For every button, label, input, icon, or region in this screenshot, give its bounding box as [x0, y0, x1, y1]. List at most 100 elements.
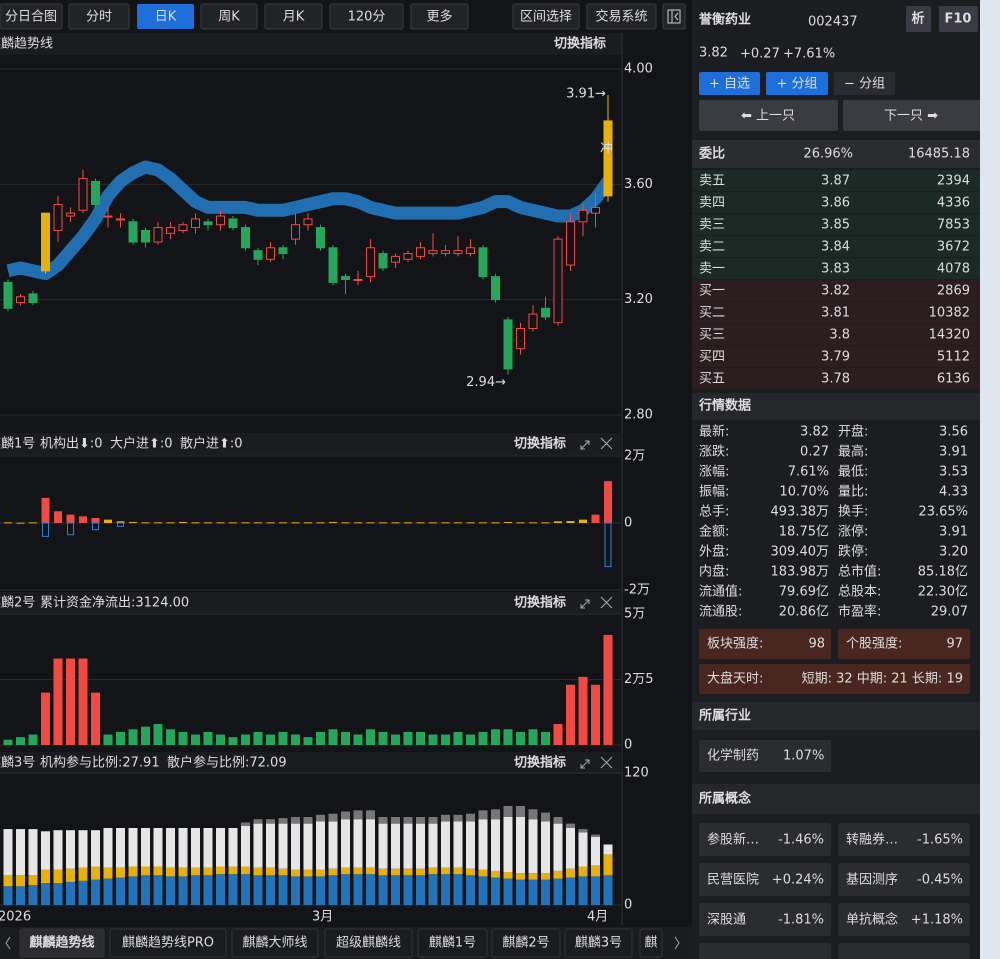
prev-button[interactable] — [699, 100, 838, 131]
y-tick-label: 120 — [624, 766, 649, 781]
bottom-tab[interactable] — [19, 928, 105, 958]
concept-value[interactable]: -1.65% — [917, 833, 963, 848]
stack-segment — [66, 881, 75, 905]
toolbar-tab-label[interactable]: 日K — [155, 10, 177, 25]
bottom-tab-label[interactable]: 麒麟大师线 — [242, 935, 307, 951]
stack-segment — [566, 828, 575, 869]
f10-button[interactable] — [939, 6, 978, 32]
action-button[interactable] — [766, 72, 828, 95]
bottom-tab-label[interactable]: 麒麟3号 — [575, 935, 622, 951]
candle-body — [278, 247, 288, 255]
bottom-tab-label[interactable]: 麒麟2号 — [502, 935, 549, 951]
switch-indicator[interactable]: 切换指标 — [514, 595, 566, 611]
concept-name[interactable]: 深股通 — [707, 913, 746, 928]
action-label[interactable]: + 分组 — [776, 77, 817, 92]
toolbar-tab-label[interactable]: 周K — [218, 10, 240, 25]
close-icon — [600, 596, 613, 609]
concept-value[interactable]: -1.81% — [778, 913, 824, 928]
bottom-tab[interactable] — [639, 928, 663, 958]
switch-indicator[interactable]: 切换指标 — [514, 436, 566, 452]
next-label[interactable]: 下一只 ➡ — [884, 109, 938, 124]
toolbar-tab-label[interactable]: 分日合图 — [5, 10, 57, 25]
stack-segment — [328, 813, 338, 822]
concept-name[interactable]: 单抗概念 — [846, 912, 898, 928]
bottom-tab[interactable] — [417, 928, 488, 958]
concept-chip[interactable] — [699, 823, 831, 856]
bottom-tab-label[interactable]: 麒 — [644, 935, 657, 951]
action-label[interactable]: + 自选 — [709, 77, 750, 92]
flow-bar — [378, 731, 388, 745]
toolbar-tool[interactable] — [586, 3, 657, 30]
industry-chip[interactable] — [699, 740, 831, 772]
toolbar-tab[interactable] — [264, 3, 323, 30]
concept-value[interactable]: -0.45% — [917, 873, 963, 888]
toolbar-tab[interactable] — [329, 3, 404, 30]
stack-segment — [541, 879, 550, 905]
bottom-tab[interactable] — [231, 928, 319, 958]
action-button[interactable] — [699, 72, 760, 95]
inflow-bar — [604, 481, 612, 523]
x-label: 3月 — [312, 910, 333, 925]
order-row — [692, 214, 980, 235]
quote-value: 3.91 — [939, 525, 968, 540]
industry-value[interactable]: 1.07% — [783, 749, 824, 764]
concept-chip — [699, 943, 831, 959]
toolbar-tab-label[interactable]: 更多 — [426, 9, 452, 25]
toolbar-tool-label[interactable]: 区间选择 — [520, 10, 572, 25]
toolbar-tab[interactable] — [0, 3, 63, 30]
concept-name[interactable]: 民营医院 — [707, 873, 759, 888]
candle-body — [366, 247, 375, 278]
toolbar-tab[interactable] — [200, 3, 258, 30]
quote-label: 涨停: — [838, 524, 868, 540]
concept-name[interactable]: 转融券… — [846, 832, 898, 848]
concept-chip[interactable] — [699, 903, 831, 936]
toolbar-tab-label[interactable]: 分时 — [86, 10, 112, 25]
concept-chip[interactable] — [838, 863, 970, 896]
order-row — [692, 346, 980, 367]
toolbar-tab[interactable] — [137, 4, 194, 29]
flow-bar — [503, 729, 513, 745]
switch-indicator[interactable]: 切换指标 — [514, 755, 566, 771]
bottom-tab[interactable] — [491, 928, 561, 958]
scroll-right[interactable] — [674, 936, 680, 950]
toolbar-tool[interactable] — [512, 3, 580, 30]
toolbar-tab-label[interactable]: 120分 — [348, 10, 386, 25]
stack-segment — [228, 874, 238, 905]
prev-label[interactable]: ⬅ 上一只 — [741, 109, 795, 124]
concept-value[interactable]: +1.18% — [911, 913, 963, 928]
f10-label[interactable]: F10 — [945, 12, 972, 27]
stack-segment — [66, 830, 75, 869]
concept-chip[interactable] — [838, 823, 970, 856]
bottom-tab-label[interactable]: 麒麟趋势线PRO — [122, 935, 214, 951]
toolbar-tab-label[interactable]: 月K — [283, 10, 305, 25]
bottom-tab-label[interactable]: 麒麟1号 — [429, 935, 476, 951]
bottom-tab-label[interactable]: 超级麒麟线 — [336, 935, 401, 951]
toolbar-tab[interactable] — [410, 3, 469, 30]
candle-body — [553, 238, 563, 324]
inflow-bar — [404, 522, 412, 524]
concept-chip[interactable] — [838, 903, 970, 936]
quote-label: 最低: — [838, 465, 868, 480]
switch-indicator[interactable]: 切换指标 — [554, 36, 606, 52]
bottom-tab-label[interactable]: 麒麟趋势线 — [29, 935, 94, 951]
stack-segment — [403, 823, 413, 869]
scroll-left[interactable] — [5, 936, 11, 950]
change: +0.27 — [740, 47, 780, 62]
toolbar-tool-label[interactable]: 交易系统 — [595, 9, 647, 25]
bottom-tab[interactable] — [109, 928, 227, 958]
analyze-button[interactable] — [906, 6, 931, 32]
concept-value[interactable]: -1.46% — [778, 833, 824, 848]
stack-segment — [166, 867, 175, 877]
bottom-tab[interactable] — [564, 928, 633, 958]
concept-value[interactable]: +0.24% — [772, 873, 824, 888]
quote-value: 493.38万 — [771, 505, 830, 520]
analyze-label[interactable]: 析 — [911, 11, 924, 27]
concept-name[interactable]: 基因测序 — [846, 873, 898, 888]
industry-name[interactable]: 化学制药 — [707, 748, 759, 764]
collapse-button[interactable] — [662, 3, 686, 30]
concept-name[interactable]: 参股新… — [707, 832, 759, 848]
bottom-tab[interactable] — [324, 928, 413, 958]
next-button[interactable] — [843, 100, 980, 131]
concept-chip[interactable] — [699, 863, 831, 896]
toolbar-tab[interactable] — [68, 3, 130, 30]
